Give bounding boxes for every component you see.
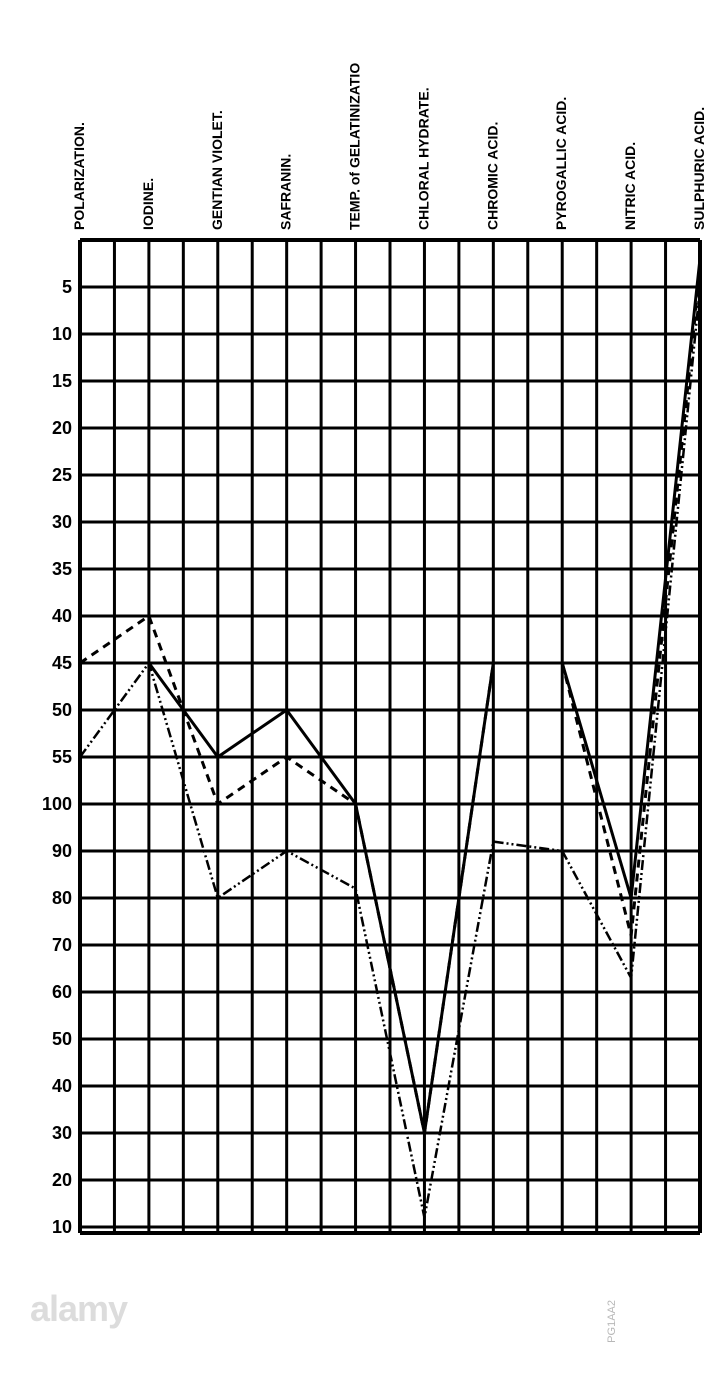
svg-text:50: 50 [52,700,72,720]
svg-text:80: 80 [52,888,72,908]
svg-text:10: 10 [52,324,72,344]
watermark-id: PG1AA2 [606,1300,618,1343]
svg-text:SULPHURIC ACID.: SULPHURIC ACID. [691,107,707,230]
svg-text:30: 30 [52,512,72,532]
svg-text:55: 55 [52,747,72,767]
svg-text:GENTIAN VIOLET.: GENTIAN VIOLET. [209,110,225,230]
svg-text:CHLORAL HYDRATE.: CHLORAL HYDRATE. [415,87,431,230]
svg-text:45: 45 [52,653,72,673]
svg-text:PYROGALLIC ACID.: PYROGALLIC ACID. [553,97,569,230]
svg-text:5: 5 [62,277,72,297]
svg-text:70: 70 [52,935,72,955]
svg-text:SAFRANIN.: SAFRANIN. [278,154,294,230]
svg-text:20: 20 [52,418,72,438]
svg-text:15: 15 [52,371,72,391]
svg-text:30: 30 [52,1123,72,1143]
svg-text:CHROMIC ACID.: CHROMIC ACID. [484,122,500,230]
svg-text:NITRIC ACID.: NITRIC ACID. [622,142,638,230]
svg-text:35: 35 [52,559,72,579]
svg-text:TEMP. of GELATINIZATIO: TEMP. of GELATINIZATIO [347,63,363,230]
watermark-brand: alamy [30,1288,127,1330]
chart-container: 5 10 15 20 25 30 35 40 45 50 55 100 90 80 70 60 50 40 30 20… [0,0,728,1390]
svg-text:25: 25 [52,465,72,485]
svg-text:60: 60 [52,982,72,1002]
svg-text:50: 50 [52,1029,72,1049]
svg-text:40: 40 [52,606,72,626]
svg-text:90: 90 [52,841,72,861]
svg-text:POLARIZATION.: POLARIZATION. [71,122,87,230]
line-chart: 5 10 15 20 25 30 35 40 45 50 55 100 90 80 70 60 50 40 30 20… [0,0,728,1390]
svg-text:40: 40 [52,1076,72,1096]
svg-text:10: 10 [52,1217,72,1237]
svg-text:20: 20 [52,1170,72,1190]
svg-text:IODINE.: IODINE. [140,178,156,230]
svg-text:100: 100 [42,794,72,814]
